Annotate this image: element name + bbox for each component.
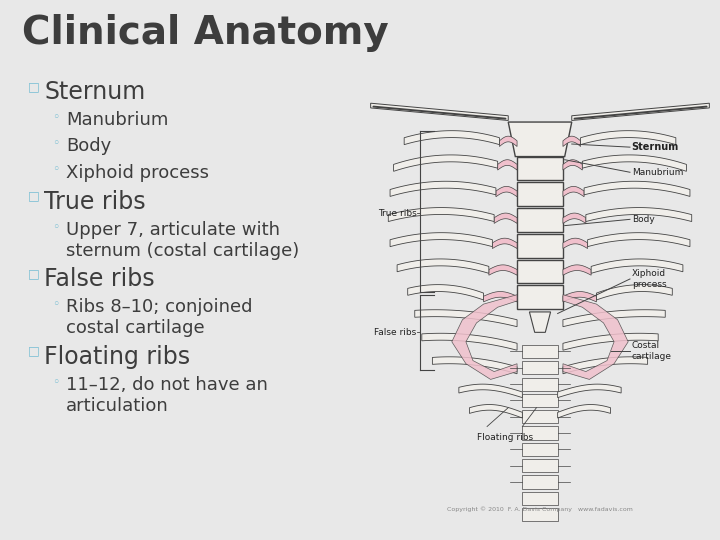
Polygon shape — [596, 285, 672, 300]
Polygon shape — [563, 213, 586, 224]
Polygon shape — [500, 136, 517, 146]
Polygon shape — [586, 207, 692, 221]
Polygon shape — [397, 259, 489, 273]
Polygon shape — [517, 183, 563, 206]
Polygon shape — [390, 181, 496, 197]
Polygon shape — [563, 160, 582, 170]
Text: ◦: ◦ — [52, 298, 59, 312]
Polygon shape — [563, 265, 591, 275]
Polygon shape — [591, 259, 683, 273]
Polygon shape — [422, 333, 517, 350]
Polygon shape — [517, 260, 563, 284]
Polygon shape — [523, 459, 557, 472]
Polygon shape — [523, 443, 557, 456]
Polygon shape — [563, 333, 658, 350]
Polygon shape — [557, 384, 621, 397]
Polygon shape — [523, 410, 557, 423]
Text: Costal
cartilage: Costal cartilage — [631, 341, 672, 361]
Polygon shape — [390, 233, 492, 247]
Text: ◦: ◦ — [52, 164, 59, 177]
Polygon shape — [523, 361, 557, 374]
Polygon shape — [523, 427, 557, 440]
Polygon shape — [508, 122, 572, 157]
Text: Copyright © 2010  F. A. Davis Company   www.fadavis.com: Copyright © 2010 F. A. Davis Company www… — [447, 507, 633, 512]
Polygon shape — [563, 238, 588, 248]
Polygon shape — [489, 265, 517, 275]
Text: True ribs: True ribs — [44, 190, 145, 214]
Polygon shape — [563, 292, 596, 302]
Polygon shape — [563, 310, 665, 327]
Polygon shape — [517, 234, 563, 258]
Polygon shape — [584, 181, 690, 197]
Polygon shape — [433, 357, 517, 374]
Text: Xiphoid process: Xiphoid process — [66, 164, 209, 181]
Text: ◦: ◦ — [52, 111, 59, 124]
Text: □: □ — [28, 190, 40, 202]
Text: False ribs: False ribs — [374, 328, 416, 337]
Text: Body: Body — [66, 137, 112, 156]
Polygon shape — [523, 394, 557, 407]
Polygon shape — [388, 207, 494, 221]
Text: Clinical Anatomy: Clinical Anatomy — [22, 14, 389, 52]
Polygon shape — [408, 285, 484, 300]
Polygon shape — [523, 345, 557, 358]
Text: Ribs 8–10; conjoined
costal cartilage: Ribs 8–10; conjoined costal cartilage — [66, 298, 253, 337]
Text: ◦: ◦ — [52, 221, 59, 234]
Text: ◦: ◦ — [52, 137, 59, 150]
Polygon shape — [494, 213, 517, 224]
Text: Floating ribs: Floating ribs — [477, 433, 533, 442]
Polygon shape — [517, 157, 563, 180]
Text: Sternum: Sternum — [631, 142, 679, 152]
Polygon shape — [517, 208, 563, 232]
Polygon shape — [492, 238, 517, 248]
Text: Manubrium: Manubrium — [631, 168, 683, 177]
Polygon shape — [580, 131, 676, 145]
Polygon shape — [415, 310, 517, 327]
Polygon shape — [496, 186, 517, 197]
Polygon shape — [498, 160, 517, 170]
Polygon shape — [469, 404, 523, 418]
Polygon shape — [563, 186, 584, 197]
Text: Body: Body — [631, 215, 654, 224]
Text: ◦: ◦ — [52, 376, 59, 389]
Text: Xiphoid
process: Xiphoid process — [631, 269, 666, 289]
Polygon shape — [394, 155, 498, 171]
Polygon shape — [588, 233, 690, 247]
Polygon shape — [452, 295, 517, 380]
Text: True ribs: True ribs — [378, 208, 416, 218]
Polygon shape — [582, 155, 686, 171]
Text: □: □ — [28, 80, 40, 93]
Text: 11–12, do not have an
articulation: 11–12, do not have an articulation — [66, 376, 268, 415]
Text: Floating ribs: Floating ribs — [44, 345, 190, 369]
Polygon shape — [563, 136, 580, 146]
Polygon shape — [523, 377, 557, 391]
Text: □: □ — [28, 267, 40, 280]
Polygon shape — [523, 492, 557, 505]
Polygon shape — [572, 103, 709, 120]
Polygon shape — [557, 404, 611, 418]
Text: □: □ — [28, 345, 40, 357]
Polygon shape — [563, 357, 647, 374]
Polygon shape — [523, 475, 557, 489]
Polygon shape — [523, 508, 557, 521]
Polygon shape — [459, 384, 523, 397]
Polygon shape — [484, 292, 517, 302]
Polygon shape — [563, 295, 628, 380]
Text: Sternum: Sternum — [44, 80, 145, 104]
Text: Upper 7, articulate with
sternum (costal cartilage): Upper 7, articulate with sternum (costal… — [66, 221, 300, 260]
Polygon shape — [404, 131, 500, 145]
Polygon shape — [517, 285, 563, 309]
Text: False ribs: False ribs — [44, 267, 155, 291]
Polygon shape — [371, 103, 508, 120]
Polygon shape — [529, 312, 551, 332]
Text: Manubrium: Manubrium — [66, 111, 168, 129]
